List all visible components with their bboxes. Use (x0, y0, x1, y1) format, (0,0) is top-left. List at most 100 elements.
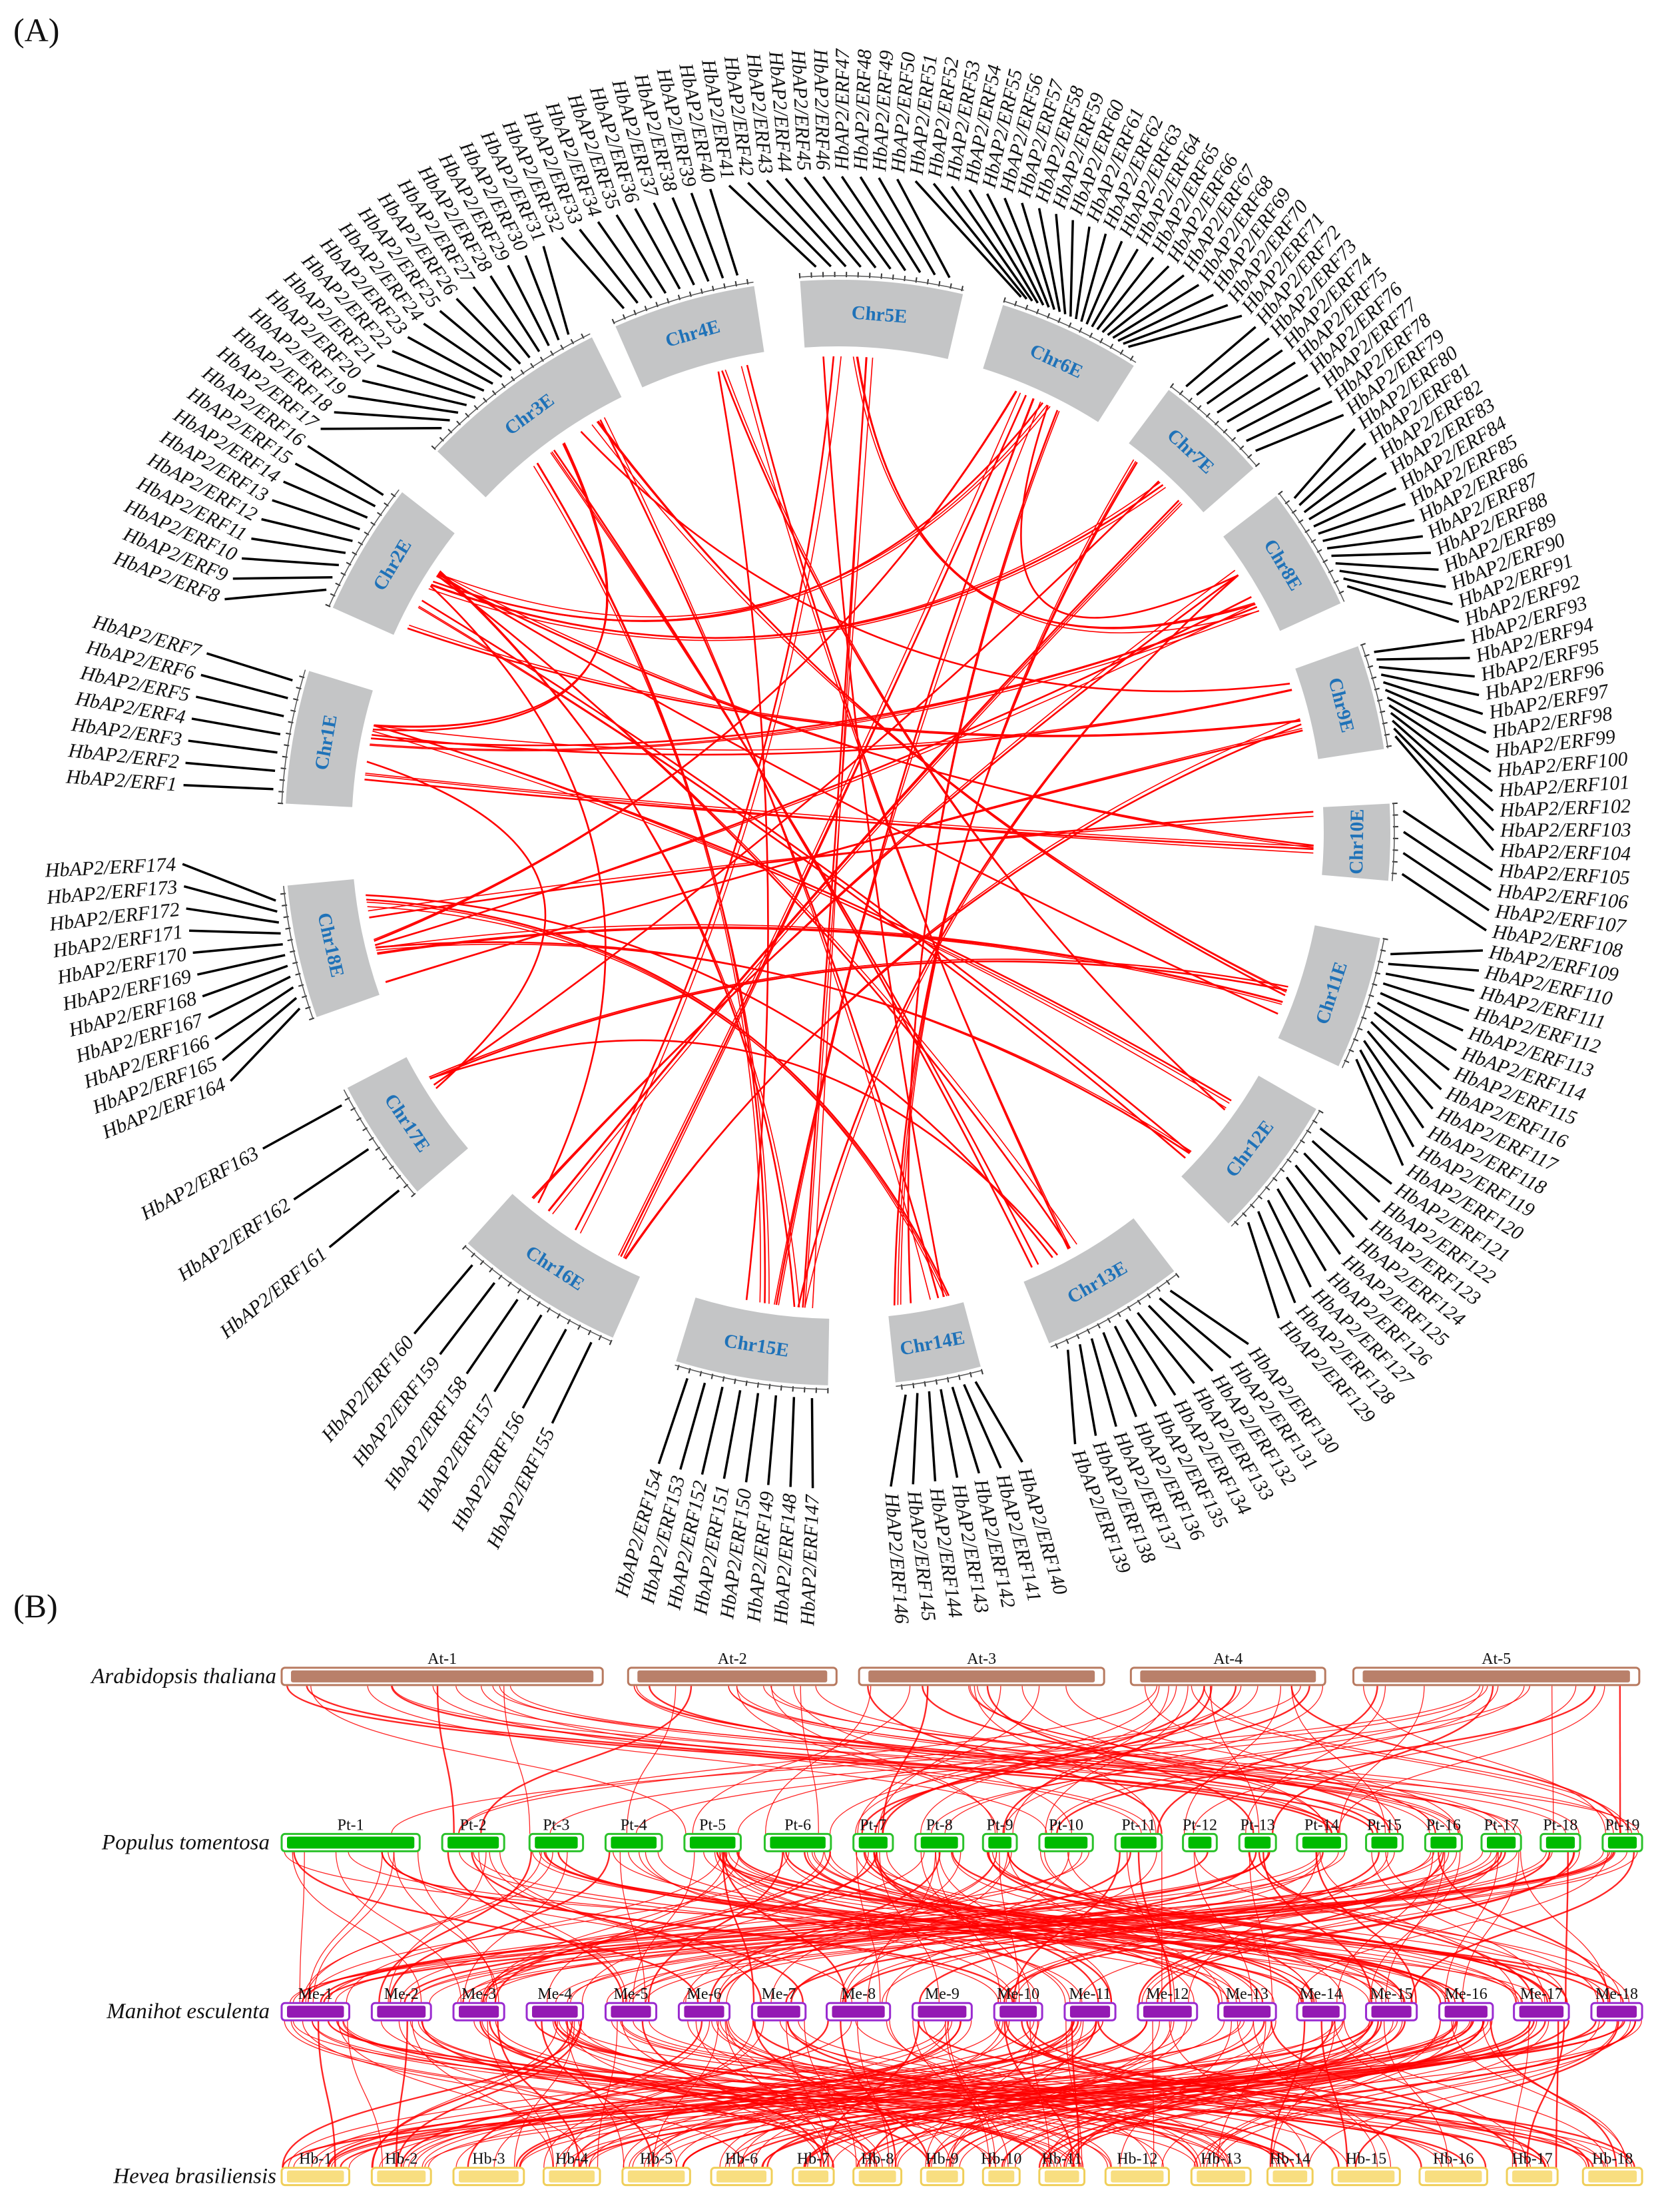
chromosome-bar: Hb-4 (542, 2151, 601, 2187)
gene-connector (878, 177, 936, 276)
synteny-link (534, 2020, 1467, 2168)
collinearity-link (579, 356, 842, 1234)
synteny-link (340, 2020, 1625, 2168)
synteny-link (619, 1851, 646, 2004)
synteny-link (886, 1851, 1237, 2004)
gene-connector (615, 214, 667, 294)
collinearity-link (430, 482, 1161, 639)
gene-connector (294, 462, 376, 508)
gene-connector (1346, 585, 1460, 623)
synteny-link (1444, 1851, 1499, 2004)
gene-connector (1313, 487, 1397, 528)
synteny-link (1152, 2020, 1155, 2168)
gene-connector (1080, 233, 1107, 322)
gene-connector (1159, 1297, 1232, 1359)
synteny-link (1490, 2020, 1617, 2168)
chromosome-bar: Me-4 (525, 1986, 585, 2022)
chromosome-bar: Hb-11 (1038, 2151, 1086, 2187)
chromosome-bar: At-4 (1129, 1651, 1326, 1686)
synteny-link (532, 1851, 1450, 2004)
chromosome-bar: Me-12 (1137, 1986, 1199, 2022)
collinearity-link (366, 761, 547, 1090)
chromosome-label: Me-17 (1520, 1986, 1563, 2003)
collinearity-link (407, 627, 1301, 737)
chromosome-label: Hb-10 (981, 2151, 1021, 2168)
synteny-link (724, 2020, 828, 2168)
chromosome-label: Pt-17 (1484, 1816, 1519, 1834)
gene-connector (206, 652, 293, 682)
synteny-link (402, 2020, 1001, 2168)
synteny-link (1002, 1684, 1213, 1834)
chromosome-bar: Me-16 (1438, 1986, 1494, 2022)
gene-connector (1217, 361, 1296, 414)
chromosome-bar: Me-7 (750, 1986, 807, 2022)
synteny-link (1308, 2020, 1618, 2168)
gene-connector (232, 576, 333, 580)
synteny-link (343, 2020, 1229, 2168)
gene-connector (1318, 503, 1406, 535)
species-name: Manihot esculenta (106, 2000, 270, 2024)
collinearity-link (623, 394, 1027, 1258)
gene-connector (524, 254, 560, 341)
gene-connector (1366, 1030, 1434, 1110)
gene-connector (1376, 657, 1470, 661)
collinearity-link (852, 356, 1255, 628)
gene-connector (1085, 240, 1123, 325)
synteny-link (722, 1851, 755, 2004)
chromosome-ticks (431, 333, 591, 450)
collinearity-link (1020, 405, 1239, 619)
chromosome-label: Pt-3 (543, 1816, 569, 1834)
panel-b-label: (B) (13, 1587, 58, 1625)
synteny-link (728, 1684, 1498, 1834)
chromosome-label: Pt-10 (1049, 1816, 1083, 1834)
synteny-link (861, 1684, 1310, 1834)
gene-connector (320, 426, 442, 430)
gene-connector (1401, 873, 1487, 932)
synteny-link (874, 1684, 1237, 1834)
chromosome-bar: Hb-17 (1506, 2151, 1559, 2187)
chromosome-bar: Hb-15 (1331, 2151, 1401, 2187)
synteny-link (543, 2020, 764, 2168)
synteny-link (393, 1851, 499, 2004)
synteny-link (493, 2020, 710, 2168)
chromosome-bar: Me-18 (1590, 1986, 1643, 2022)
collinearity-link (417, 607, 1186, 1159)
gene-connector (465, 1299, 519, 1375)
chromosome-label: Pt-7 (860, 1816, 886, 1834)
gene-connector (1117, 294, 1214, 342)
chromosome-band (332, 492, 455, 635)
chromosome-bar: Pt-12 (1182, 1816, 1218, 1852)
synteny-link (950, 1851, 1390, 2004)
chromosome-label: Me-12 (1146, 1986, 1189, 2003)
synteny-link (606, 1851, 1547, 2004)
collinearity-link (433, 480, 1160, 1086)
collinearity-link (366, 894, 1053, 1258)
synteny-link (1045, 1684, 1189, 1834)
synteny-link (302, 1851, 1320, 2004)
gene-connector (224, 588, 327, 601)
gene-connector (551, 1341, 593, 1424)
synteny-link (790, 1851, 1257, 2004)
gene-connector (1402, 809, 1494, 872)
synteny-link (1043, 1851, 1314, 2004)
gene-connector (767, 1395, 778, 1485)
synteny-link (1188, 1851, 1318, 2004)
synteny-link (726, 1851, 1012, 2004)
chromosome-bar: Pt-9 (981, 1816, 1018, 1852)
synteny-link (820, 2020, 920, 2168)
gene-connector (1382, 681, 1484, 715)
synteny-link (282, 2020, 582, 2168)
gene-connector (1113, 1325, 1157, 1407)
gene-connector (1384, 689, 1487, 734)
synteny-link (367, 1684, 1047, 1834)
gene-connector (1055, 214, 1067, 314)
collinearity-link (365, 773, 1314, 847)
chromosome-bar: Me-6 (677, 1986, 731, 2022)
collinearity-link (421, 599, 1191, 1154)
gene-label: HbAP2/ERF47 (831, 47, 854, 171)
gene-connector (690, 192, 724, 279)
gene-connector (262, 1104, 342, 1150)
gene-connector (307, 445, 384, 496)
gene-connector (1285, 1176, 1342, 1255)
collinearity-link (548, 502, 1181, 1212)
